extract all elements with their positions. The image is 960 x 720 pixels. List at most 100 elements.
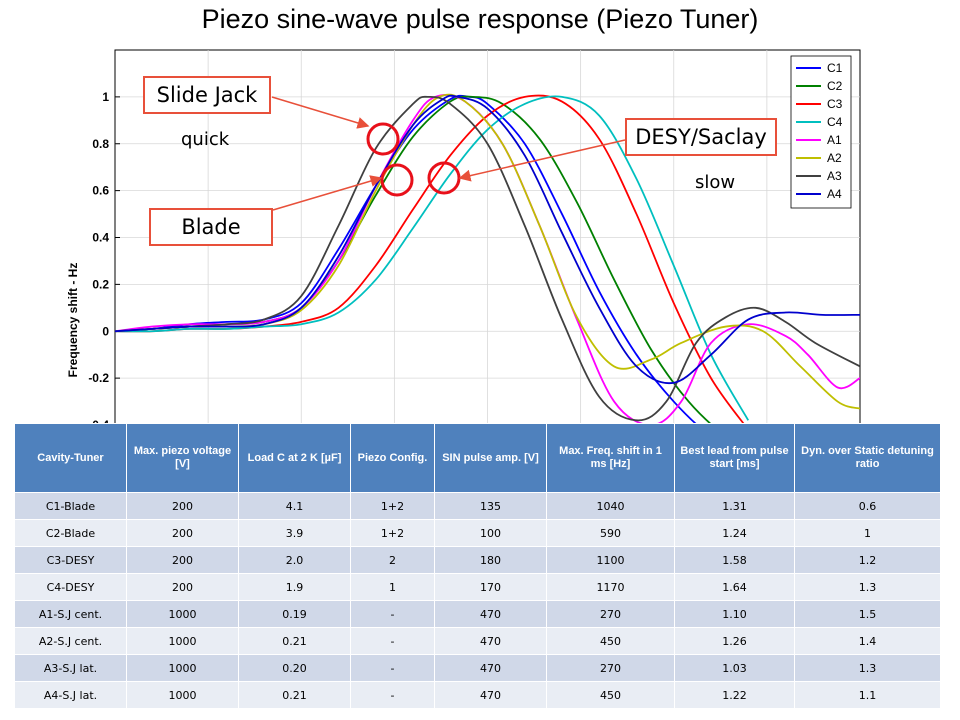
table-cell: 1.3 <box>794 573 941 601</box>
table-row: C2-Blade 200 3.9 1+2 100 590 1.24 1 <box>14 519 941 547</box>
table-cell: 1 <box>794 519 941 547</box>
table-cell: 1+2 <box>350 492 435 520</box>
table-cell: 1.1 <box>794 681 941 709</box>
header-load-c: Load C at 2 K [µF] <box>238 423 351 493</box>
table-row: A3-S.J lat. 1000 0.20-470 270 1.03 1.3 <box>14 654 941 682</box>
legend-box <box>790 55 852 209</box>
table-cell: 4.1 <box>238 492 351 520</box>
table-row: A1-S.J cent. 1000 0.19-470 270 1.10 1.5 <box>14 600 941 628</box>
table-cell: 1000 <box>126 654 239 682</box>
tuner-comparison-table: Cavity-Tuner Max. piezo voltage [V] Load… <box>14 423 941 709</box>
table-cell: 170 <box>434 573 547 601</box>
table-cell: 1000 <box>126 600 239 628</box>
table-cell: 470 <box>434 600 547 628</box>
table-cell: 200 <box>126 519 239 547</box>
table-row: C1-Blade 200 4.1 1+2 135 1040 1.31 0.6 <box>14 492 941 520</box>
table-cell: 1.64 <box>674 573 795 601</box>
table-cell: 200 <box>126 573 239 601</box>
table-cell: 1.9 <box>238 573 351 601</box>
desy-arrow <box>458 139 626 182</box>
y-tick-label: 0.6 <box>92 184 109 198</box>
table-cell: 1.31 <box>674 492 795 520</box>
table-row: C3-DESY 200 2.0 2 180 1100 1.58 1.2 <box>14 546 941 574</box>
legend-label: A3 <box>827 169 842 183</box>
table-cell: 1.5 <box>794 600 941 628</box>
table-cell: C4-DESY <box>14 573 127 601</box>
table-cell: A4-S.J lat. <box>14 681 127 709</box>
table-cell: 0.19 <box>238 600 351 628</box>
y-tick-label: 0 <box>102 324 109 338</box>
table-cell: A2-S.J cent. <box>14 627 127 655</box>
blade-callout: Blade <box>149 208 273 246</box>
table-cell: 1+2 <box>350 519 435 547</box>
table-cell: - <box>350 600 435 628</box>
table-cell: 1.22 <box>674 681 795 709</box>
table-row: C4-DESY 200 1.9 1 170 1170 1.64 1.3 <box>14 573 941 601</box>
table-cell: 270 <box>546 654 675 682</box>
table-cell: - <box>350 627 435 655</box>
header-detuning-ratio: Dyn. over Static detuning ratio <box>794 423 941 493</box>
table-cell: C2-Blade <box>14 519 127 547</box>
header-max-freq-shift: Max. Freq. shift in 1 ms [Hz] <box>546 423 675 493</box>
table-cell: 1.26 <box>674 627 795 655</box>
table-cell: C3-DESY <box>14 546 127 574</box>
desy-saclay-callout: DESY/Saclay <box>625 118 777 156</box>
series-line-c1 <box>115 94 699 425</box>
table-cell: 0.21 <box>238 627 351 655</box>
table-cell: 0.21 <box>238 681 351 709</box>
table-cell: 470 <box>434 627 547 655</box>
chart-legend: C1 C2 C3 C4 A1 A2 A3 A4 <box>790 55 852 209</box>
legend-label: A1 <box>827 133 842 147</box>
table-cell: 135 <box>434 492 547 520</box>
table-cell: 1040 <box>546 492 675 520</box>
header-max-piezo-voltage: Max. piezo voltage [V] <box>126 423 239 493</box>
table-cell: 1.3 <box>794 654 941 682</box>
blade-arrow <box>272 175 383 211</box>
table-cell: 1.10 <box>674 600 795 628</box>
table-cell: 1.03 <box>674 654 795 682</box>
series-line-a4 <box>115 94 860 385</box>
table-cell: 1 <box>350 573 435 601</box>
table-cell: 0.20 <box>238 654 351 682</box>
table-cell: 1.24 <box>674 519 795 547</box>
legend-label: C2 <box>827 79 843 93</box>
table-cell: 200 <box>126 492 239 520</box>
header-cavity-tuner: Cavity-Tuner <box>14 423 127 493</box>
legend-label: C1 <box>827 61 843 75</box>
slow-label: slow <box>695 172 736 193</box>
table-cell: - <box>350 681 435 709</box>
table-cell: 450 <box>546 627 675 655</box>
table-cell: 2.0 <box>238 546 351 574</box>
table-cell: 100 <box>434 519 547 547</box>
slide-jack-arrow <box>271 96 370 129</box>
slide-jack-marker <box>366 122 400 156</box>
table-cell: 470 <box>434 654 547 682</box>
slide-title: Piezo sine-wave pulse response (Piezo Tu… <box>201 4 759 34</box>
tuner-comparison-table-wrap: Cavity-Tuner Max. piezo voltage [V] Load… <box>14 423 941 709</box>
table-cell: 0.6 <box>794 492 941 520</box>
header-piezo-config: Piezo Config. <box>350 423 435 493</box>
table-cell: 1.4 <box>794 627 941 655</box>
series-line-c4 <box>115 95 750 421</box>
table-cell: 3.9 <box>238 519 351 547</box>
legend-label: C4 <box>827 115 843 129</box>
y-axis-label: Frequency shift - Hz <box>66 263 80 378</box>
header-sin-pulse-amp: SIN pulse amp. [V] <box>434 423 547 493</box>
slide-jack-callout: Slide Jack <box>143 76 271 114</box>
table-cell: 1000 <box>126 681 239 709</box>
table-cell: 270 <box>546 600 675 628</box>
legend-label: A2 <box>827 151 842 165</box>
table-cell: 2 <box>350 546 435 574</box>
table-cell: C1-Blade <box>14 492 127 520</box>
table-cell: 1.2 <box>794 546 941 574</box>
table-cell: 200 <box>126 546 239 574</box>
table-header-row: Cavity-Tuner Max. piezo voltage [V] Load… <box>14 423 941 493</box>
y-tick-label: 0.2 <box>92 277 109 291</box>
table-cell: 180 <box>434 546 547 574</box>
table-cell: - <box>350 654 435 682</box>
table-cell: 1170 <box>546 573 675 601</box>
y-tick-label: 0.8 <box>92 137 109 151</box>
legend-label: C3 <box>827 97 843 111</box>
table-cell: 1100 <box>546 546 675 574</box>
table-cell: 590 <box>546 519 675 547</box>
